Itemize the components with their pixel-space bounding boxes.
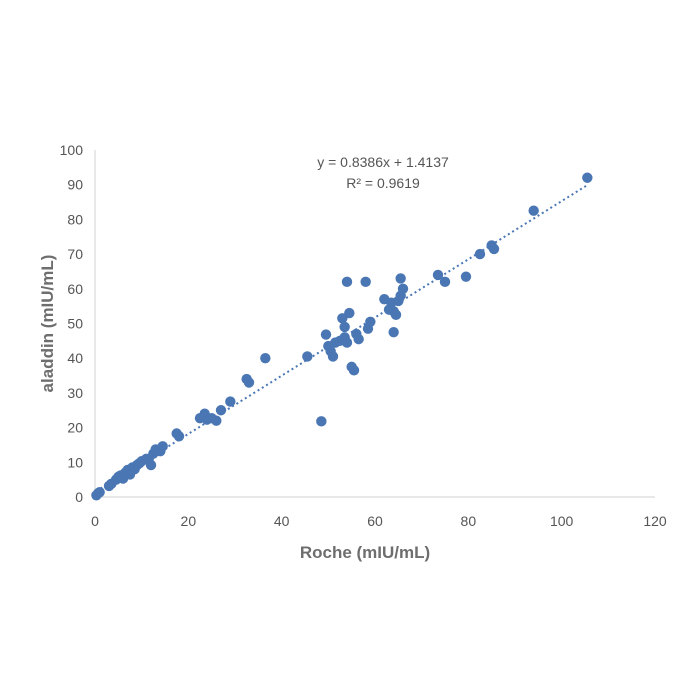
y-axis-title: aladdin (mIU/mL) xyxy=(38,255,57,393)
data-point xyxy=(157,441,168,452)
data-point xyxy=(488,243,500,255)
data-point xyxy=(94,486,105,498)
data-point xyxy=(211,415,222,426)
data-point xyxy=(582,172,593,183)
data-point xyxy=(316,416,327,427)
x-tick-label: 0 xyxy=(91,513,99,529)
data-point xyxy=(432,269,444,281)
data-point xyxy=(397,283,409,294)
y-tick-label: 0 xyxy=(75,489,83,505)
data-point xyxy=(173,431,185,442)
y-tick-label: 90 xyxy=(67,177,83,193)
x-tick-label: 100 xyxy=(550,513,574,529)
data-point xyxy=(344,307,355,319)
y-tick-label: 80 xyxy=(67,211,83,227)
data-point xyxy=(360,276,371,288)
axes: 0 20 40 60 80 100 120 0 10 20 30 40 50 60 70 80 90 100 xyxy=(60,142,667,529)
data-point xyxy=(390,309,402,321)
data-point xyxy=(439,276,451,288)
y-tick-label: 40 xyxy=(67,350,83,366)
trendline-r-squared: R² = 0.9619 xyxy=(346,175,420,191)
data-point xyxy=(302,351,313,362)
y-tick-label: 70 xyxy=(67,246,83,262)
x-tick-label: 80 xyxy=(461,513,477,529)
data-point xyxy=(365,316,376,327)
data-point xyxy=(353,333,364,345)
data-point xyxy=(341,337,353,348)
x-tick-label: 20 xyxy=(181,513,197,529)
data-point xyxy=(395,273,406,284)
x-axis-title: Roche (mIU/mL) xyxy=(300,543,430,562)
data-point xyxy=(341,276,353,288)
data-point xyxy=(327,351,339,362)
x-tick-label: 120 xyxy=(643,513,667,529)
y-tick-label: 20 xyxy=(67,420,83,436)
y-tick-label: 100 xyxy=(60,142,84,158)
y-tick-label: 50 xyxy=(67,316,83,332)
data-point xyxy=(348,365,360,376)
data-point xyxy=(243,377,255,388)
data-point xyxy=(460,271,472,282)
data-point xyxy=(474,248,486,260)
y-tick-label: 10 xyxy=(67,454,83,470)
y-tick-label: 60 xyxy=(67,281,83,297)
data-point xyxy=(215,405,227,416)
data-point xyxy=(320,329,332,340)
x-tick-label: 40 xyxy=(274,513,290,529)
data-point xyxy=(225,396,236,407)
data-point xyxy=(388,326,399,338)
data-point xyxy=(339,321,350,333)
trendline-equation: y = 0.8386x + 1.4137 xyxy=(317,154,449,170)
data-point xyxy=(260,353,271,364)
x-tick-label: 60 xyxy=(367,513,383,529)
data-point xyxy=(528,205,539,216)
y-tick-label: 30 xyxy=(67,385,83,401)
data-points xyxy=(91,172,593,501)
data-point xyxy=(145,459,157,471)
